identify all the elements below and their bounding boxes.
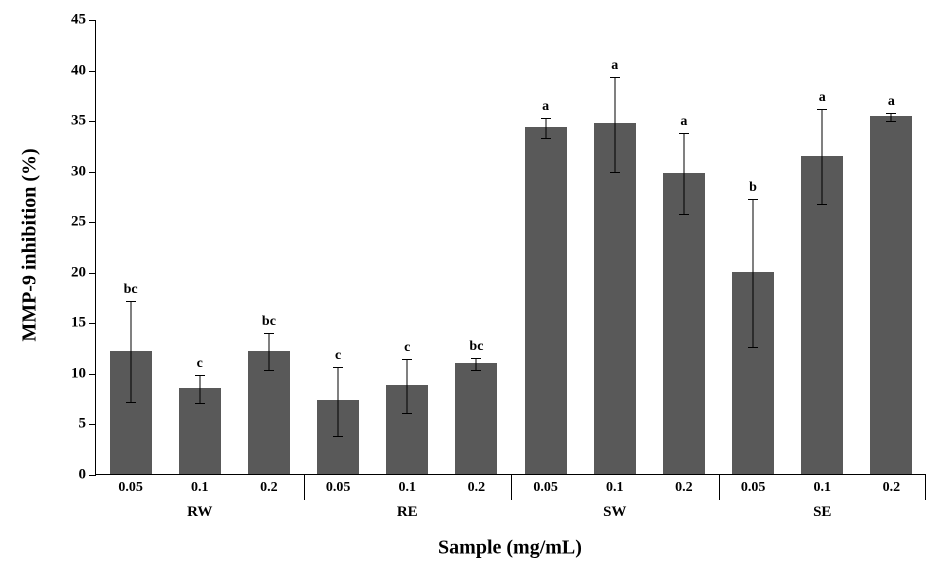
error-bar: [338, 367, 339, 436]
error-cap-top: [748, 199, 758, 200]
error-bar: [407, 359, 408, 414]
error-bar: [199, 375, 200, 403]
x-category-label: 0.05: [533, 480, 558, 496]
bar: [525, 127, 567, 474]
x-category-label: 0.05: [326, 480, 351, 496]
y-tick-label: 0: [79, 467, 87, 484]
group-divider: [511, 474, 512, 500]
error-bar: [614, 77, 615, 172]
error-bar: [683, 133, 684, 214]
significance-label: bc: [469, 339, 483, 355]
bar: [594, 123, 636, 474]
error-cap-bottom: [126, 402, 136, 403]
x-category-label: 0.1: [399, 480, 417, 496]
error-cap-bottom: [886, 121, 896, 122]
y-tick: [89, 222, 96, 223]
x-category-label: 0.05: [741, 480, 766, 496]
y-tick-label: 10: [71, 365, 86, 382]
plot-area: 051015202530354045bc0.05c0.1bc0.2c0.05c0…: [95, 20, 925, 475]
error-cap-top: [817, 109, 827, 110]
group-label: RE: [397, 504, 418, 521]
x-category-label: 0.1: [606, 480, 624, 496]
error-cap-top: [541, 118, 551, 119]
error-cap-bottom: [541, 138, 551, 139]
error-cap-bottom: [195, 403, 205, 404]
error-bar: [545, 118, 546, 138]
error-bar: [891, 113, 892, 121]
y-tick-label: 30: [71, 163, 86, 180]
error-cap-bottom: [471, 370, 481, 371]
significance-label: a: [888, 94, 895, 110]
chart-container: MMP-9 inhibition (%) Sample (mg/mL) 0 5 10…: [0, 0, 939, 572]
y-tick: [89, 323, 96, 324]
significance-label: a: [819, 90, 826, 106]
bar: [455, 363, 497, 474]
x-category-label: 0.2: [260, 480, 278, 496]
group-divider: [719, 474, 720, 500]
error-bar: [822, 109, 823, 204]
significance-label: c: [404, 340, 410, 356]
group-divider: [925, 474, 926, 500]
significance-label: bc: [262, 314, 276, 330]
group-label: SW: [603, 504, 626, 521]
y-tick-label: 45: [71, 12, 86, 29]
group-label: RW: [187, 504, 212, 521]
group-label: SE: [813, 504, 831, 521]
error-cap-bottom: [748, 347, 758, 348]
significance-label: c: [335, 348, 341, 364]
x-category-label: 0.2: [883, 480, 901, 496]
error-cap-bottom: [264, 370, 274, 371]
y-tick: [89, 121, 96, 122]
x-category-label: 0.2: [468, 480, 486, 496]
x-category-label: 0.2: [675, 480, 693, 496]
significance-label: a: [680, 114, 687, 130]
x-axis-title: Sample (mg/mL): [438, 537, 582, 560]
error-cap-bottom: [610, 172, 620, 173]
error-cap-bottom: [333, 436, 343, 437]
x-category-label: 0.05: [118, 480, 143, 496]
error-bar: [268, 333, 269, 369]
y-tick-label: 40: [71, 62, 86, 79]
error-bar: [476, 358, 477, 370]
y-tick: [89, 71, 96, 72]
error-bar: [130, 301, 131, 402]
y-tick-label: 35: [71, 113, 86, 130]
y-axis-title: MMP-9 inhibition (%): [19, 148, 42, 341]
significance-label: a: [611, 58, 618, 74]
error-cap-top: [333, 367, 343, 368]
error-cap-top: [679, 133, 689, 134]
significance-label: bc: [124, 282, 138, 298]
error-cap-top: [610, 77, 620, 78]
error-cap-top: [126, 301, 136, 302]
y-tick: [89, 172, 96, 173]
y-tick-label: 25: [71, 214, 86, 231]
error-cap-top: [402, 359, 412, 360]
error-cap-top: [195, 375, 205, 376]
significance-label: c: [197, 356, 203, 372]
y-tick: [89, 20, 96, 21]
error-cap-top: [471, 358, 481, 359]
significance-label: a: [542, 99, 549, 115]
y-tick-label: 15: [71, 315, 86, 332]
y-tick: [89, 374, 96, 375]
error-cap-top: [886, 113, 896, 114]
x-category-label: 0.1: [814, 480, 832, 496]
significance-label: b: [749, 180, 757, 196]
y-tick: [89, 273, 96, 274]
error-cap-bottom: [679, 214, 689, 215]
group-divider: [304, 474, 305, 500]
bar: [870, 116, 912, 474]
y-tick: [89, 475, 96, 476]
y-tick: [89, 424, 96, 425]
error-cap-top: [264, 333, 274, 334]
x-category-label: 0.1: [191, 480, 209, 496]
bar: [663, 173, 705, 474]
error-bar: [753, 199, 754, 347]
error-cap-bottom: [817, 204, 827, 205]
y-tick-label: 5: [79, 416, 87, 433]
error-cap-bottom: [402, 413, 412, 414]
y-tick-label: 20: [71, 264, 86, 281]
